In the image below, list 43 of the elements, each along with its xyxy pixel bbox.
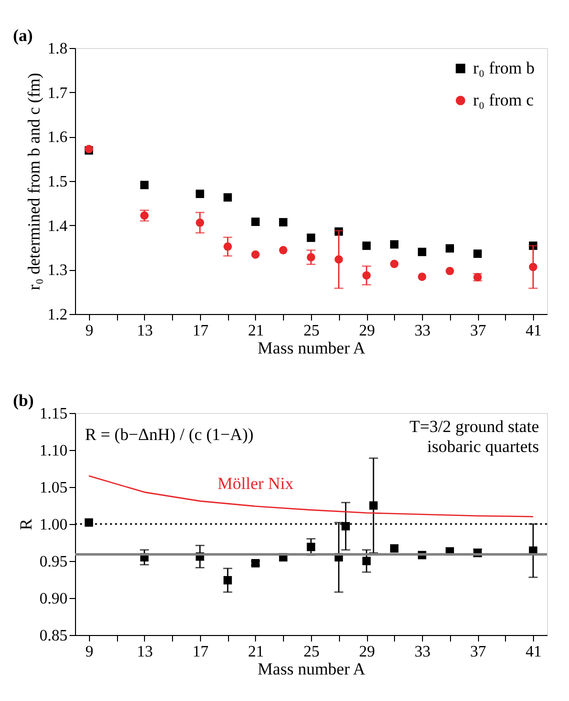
x-tick-label: 17 bbox=[192, 644, 208, 660]
x-tick-label: 25 bbox=[304, 322, 320, 340]
x-tick-label: 29 bbox=[359, 322, 376, 340]
x-tick-label: 41 bbox=[526, 322, 542, 340]
x-tick-label: 21 bbox=[248, 644, 264, 660]
y-tick-label: 1.7 bbox=[48, 84, 68, 102]
y-tick-label: 1.2 bbox=[48, 306, 68, 324]
y-tick-label: 1.6 bbox=[48, 129, 68, 146]
x-tick-label: 33 bbox=[414, 322, 431, 340]
y-axis-title: R bbox=[16, 518, 36, 530]
x-tick-label: 9 bbox=[85, 644, 94, 660]
x-axis-title: Mass number A bbox=[258, 338, 366, 358]
annotation: T=3/2 ground state isobaric quartets bbox=[409, 417, 539, 456]
annotation: R = (b−ΔnH) / (c (1−A)) bbox=[85, 425, 254, 444]
x-tick-label: 37 bbox=[470, 644, 486, 660]
y-tick-label: 1.5 bbox=[48, 174, 68, 190]
x-tick-label: 21 bbox=[248, 322, 264, 340]
legend-label: r₀ from b bbox=[473, 58, 535, 78]
y-tick-label: 1.3 bbox=[48, 262, 68, 280]
y-tick-label: 1.10 bbox=[40, 442, 68, 460]
series-label: Möller Nix bbox=[217, 474, 294, 494]
x-tick-label: 37 bbox=[470, 322, 486, 340]
x-tick-label: 17 bbox=[192, 322, 208, 340]
y-tick-label: 1.05 bbox=[40, 480, 68, 496]
text: (b) bbox=[13, 391, 34, 410]
y-tick-label: 1.15 bbox=[40, 406, 68, 422]
y-tick-label: 1.00 bbox=[40, 516, 68, 534]
y-axis-title: r₀ determined from b and c (fm) bbox=[24, 72, 44, 290]
x-tick-label: 25 bbox=[304, 644, 320, 660]
x-tick-label: 9 bbox=[85, 322, 94, 340]
x-tick-label: 33 bbox=[414, 644, 431, 660]
x-tick-label: 13 bbox=[136, 644, 153, 660]
y-tick-label: 0.90 bbox=[40, 590, 68, 608]
y-tick-label: 1.4 bbox=[48, 218, 68, 235]
x-tick-label: 29 bbox=[359, 644, 376, 660]
x-tick-label: 13 bbox=[136, 322, 153, 340]
y-tick-label: 0.95 bbox=[40, 554, 68, 570]
y-tick-label: 0.85 bbox=[40, 628, 68, 644]
text: (a) bbox=[13, 26, 33, 45]
x-tick-label: 41 bbox=[526, 644, 542, 660]
x-axis-title: Mass number A bbox=[258, 660, 366, 678]
legend-label: r₀ from c bbox=[473, 90, 534, 110]
y-tick-label: 1.8 bbox=[48, 40, 68, 58]
